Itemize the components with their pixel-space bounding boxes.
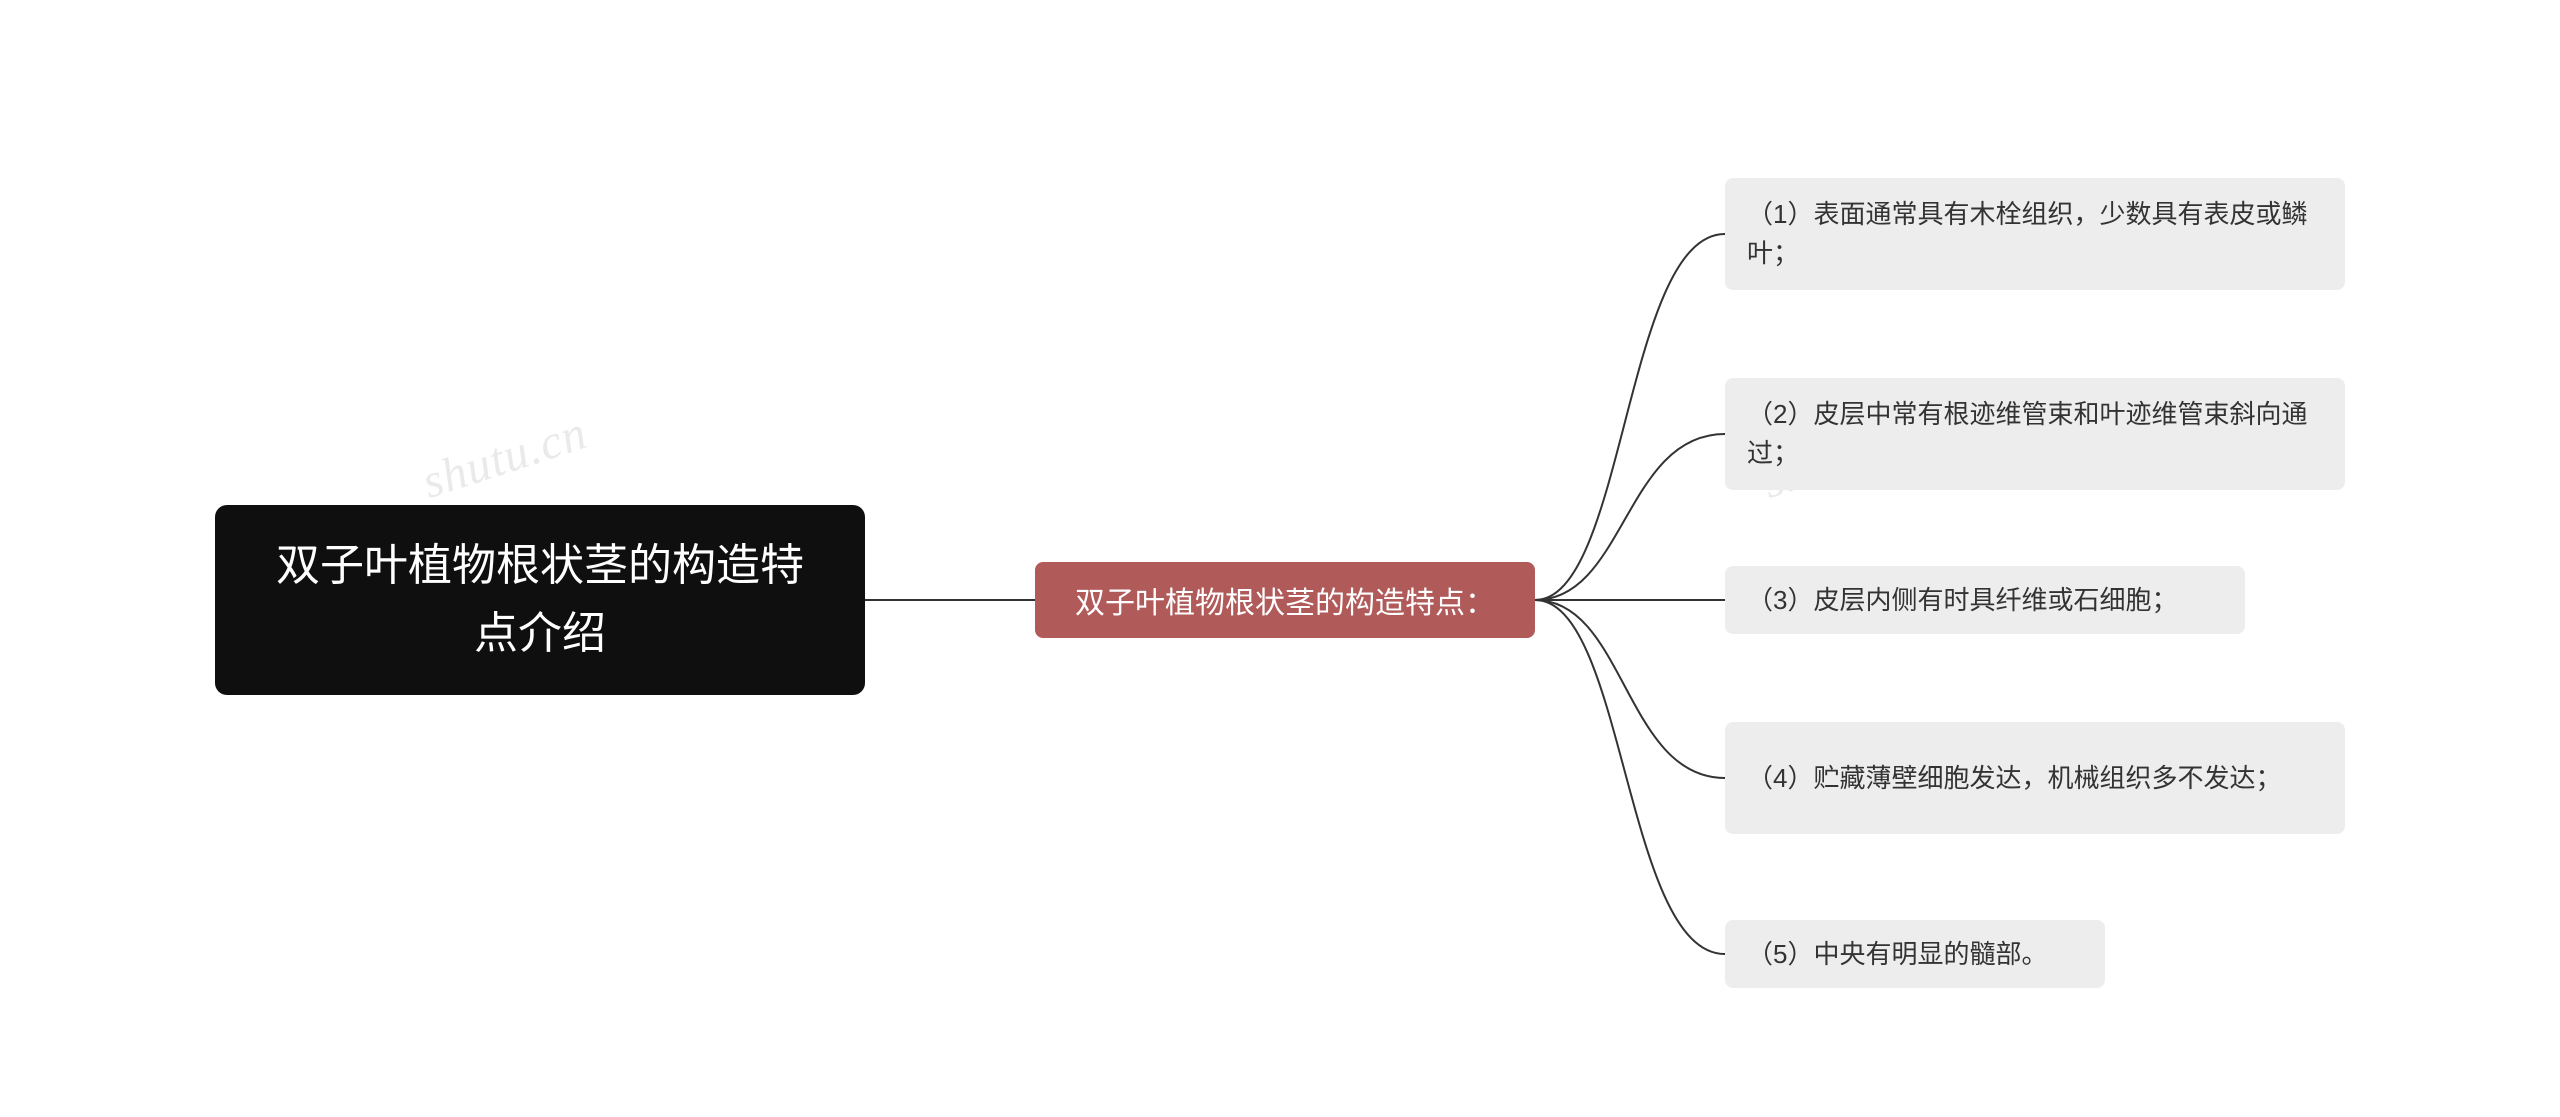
leaf-node-2[interactable]: （2）皮层中常有根迹维管束和叶迹维管束斜向通过； (1725, 378, 2345, 490)
root-label: 双子叶植物根状茎的构造特点介绍 (263, 532, 817, 668)
leaf-label: （5）中央有明显的髓部。 (1747, 935, 2047, 974)
connector-branch-leaves (1535, 170, 1735, 990)
leaf-label: （1）表面通常具有木栓组织，少数具有表皮或鳞叶； (1747, 195, 2323, 273)
root-node[interactable]: 双子叶植物根状茎的构造特点介绍 (215, 505, 865, 695)
connector-root-branch (865, 560, 1035, 640)
watermark-text: shutu.cn (416, 406, 593, 509)
leaf-label: （4）贮藏薄壁细胞发达，机械组织多不发达； (1747, 759, 2281, 798)
leaf-node-3[interactable]: （3）皮层内侧有时具纤维或石细胞； (1725, 566, 2245, 634)
leaf-node-5[interactable]: （5）中央有明显的髓部。 (1725, 920, 2105, 988)
mindmap-canvas: shutu.cn shutu.cn 双子叶植物根状茎的构造特点介绍 双子叶植物根… (0, 0, 2560, 1117)
branch-label: 双子叶植物根状茎的构造特点： (1075, 578, 1495, 622)
leaf-node-4[interactable]: （4）贮藏薄壁细胞发达，机械组织多不发达； (1725, 722, 2345, 834)
watermark: shutu.cn (416, 405, 594, 510)
leaf-label: （3）皮层内侧有时具纤维或石细胞； (1747, 581, 2177, 620)
branch-node[interactable]: 双子叶植物根状茎的构造特点： (1035, 562, 1535, 638)
leaf-node-1[interactable]: （1）表面通常具有木栓组织，少数具有表皮或鳞叶； (1725, 178, 2345, 290)
leaf-label: （2）皮层中常有根迹维管束和叶迹维管束斜向通过； (1747, 395, 2323, 473)
